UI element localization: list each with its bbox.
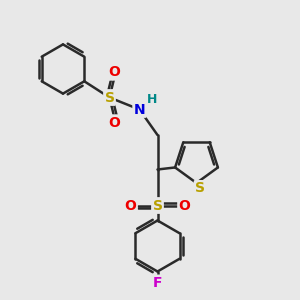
Text: H: H: [147, 93, 157, 106]
Text: S: S: [104, 91, 115, 104]
Text: O: O: [108, 65, 120, 79]
Text: O: O: [124, 199, 136, 212]
Text: O: O: [178, 199, 190, 212]
Text: N: N: [134, 103, 145, 116]
Text: F: F: [153, 276, 162, 290]
Text: S: S: [195, 182, 205, 195]
Text: S: S: [152, 199, 163, 212]
Text: O: O: [108, 116, 120, 130]
